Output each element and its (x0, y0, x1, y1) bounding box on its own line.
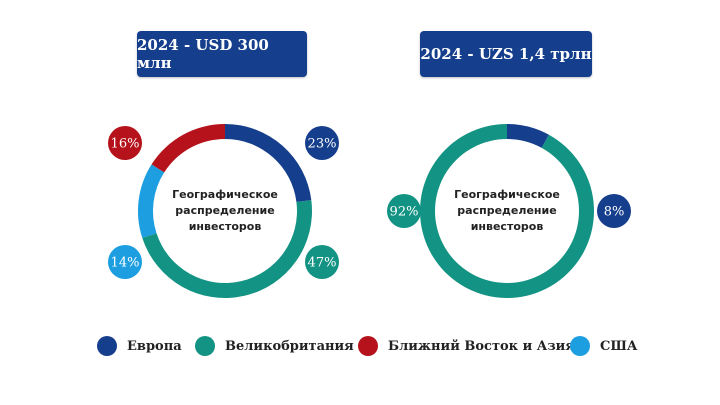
value-badge-europe (597, 194, 631, 228)
legend-item-middle-east-asia: Ближний Восток и Азия (358, 334, 575, 358)
value-label-europe: 8% (604, 205, 625, 220)
value-label-europe: 23% (308, 137, 337, 152)
legend-item-uk: Великобритания (195, 334, 354, 358)
donut-slice-middle-east-asia (151, 124, 225, 173)
donut-center-label: распределение (175, 204, 274, 217)
donut-chart-uzs: 8% 92% Географическое распределение инвестор… (387, 124, 631, 298)
value-label-usa: 14% (111, 256, 140, 271)
value-badge-middle-east-asia (108, 126, 142, 160)
donut-center-label: инвесторов (189, 220, 262, 233)
value-badge-uk (387, 194, 421, 228)
legend-label-middle-east-asia: Ближний Восток и Азия (388, 338, 575, 354)
donut-chart-usd: 23% 47% 14% 16% Географическое распределение и… (108, 124, 339, 298)
value-badge-uk (305, 245, 339, 279)
legend: Европа Великобритания Ближний Восток и А… (0, 334, 720, 358)
legend-dot-uk (195, 336, 215, 356)
value-badge-europe (305, 126, 339, 160)
chart-title-uzs: 2024 - UZS 1,4 трлн (420, 31, 592, 77)
donut-center-label: инвесторов (471, 220, 544, 233)
legend-label-usa: США (600, 338, 638, 354)
legend-dot-usa (570, 336, 590, 356)
value-label-uk: 92% (390, 205, 419, 220)
legend-item-usa: США (570, 334, 637, 358)
donut-center-label: Географическое (454, 188, 560, 201)
chart-title-usd: 2024 - USD 300 млн (137, 31, 307, 77)
legend-label-europe: Европа (127, 338, 182, 354)
donut-center-label: распределение (457, 204, 556, 217)
donut-slice-europe (225, 124, 312, 202)
legend-item-europe: Европа (97, 334, 182, 358)
value-label-middle-east-asia: 16% (111, 137, 140, 152)
legend-label-uk: Великобритания (225, 338, 354, 354)
legend-dot-middle-east-asia (358, 336, 378, 356)
legend-dot-europe (97, 336, 117, 356)
donut-slice-usa (138, 164, 165, 238)
donut-slice-uk (142, 200, 312, 298)
value-badge-usa (108, 245, 142, 279)
donut-slice-europe (507, 124, 549, 148)
value-label-uk: 47% (308, 256, 337, 271)
donut-center-label: Географическое (172, 188, 278, 201)
